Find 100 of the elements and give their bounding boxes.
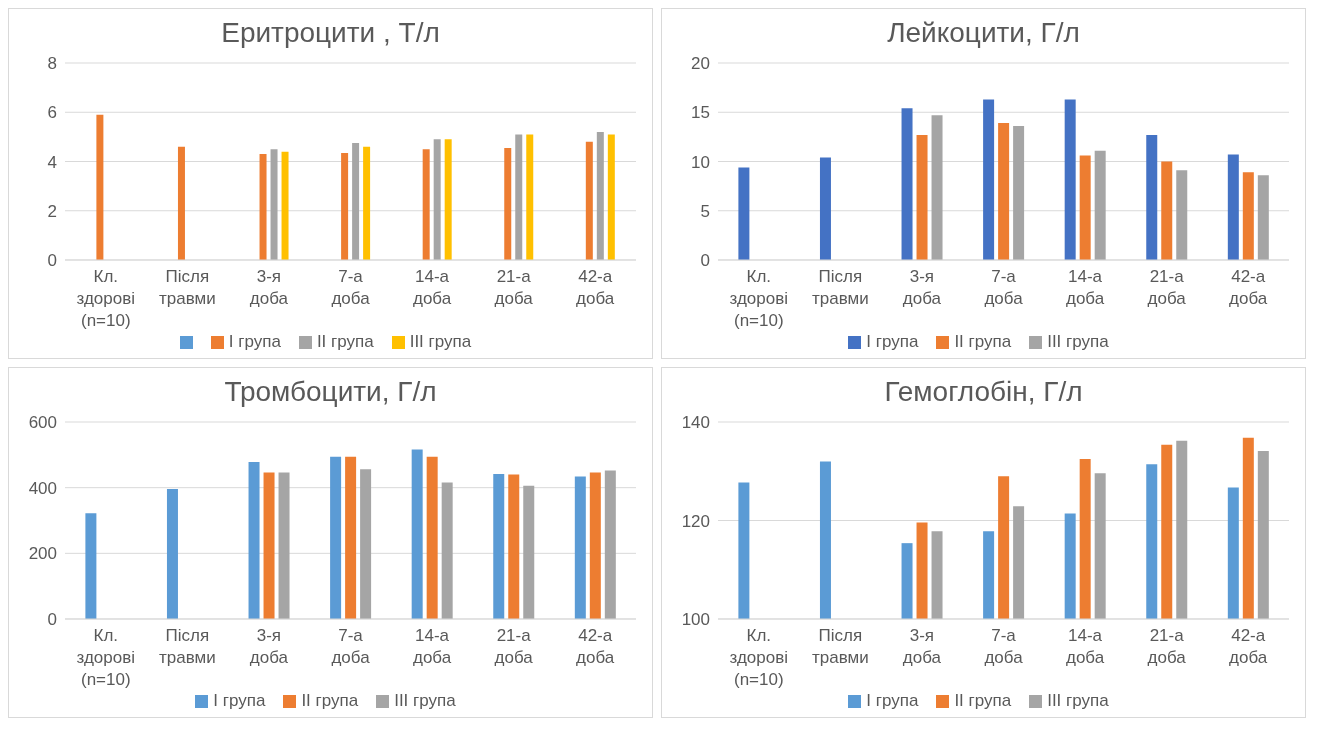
bar	[585, 141, 593, 260]
legend-label: II група	[316, 332, 374, 352]
x-tick-label: 42-а доба	[1229, 267, 1268, 308]
bar	[1161, 161, 1173, 260]
bar	[345, 456, 357, 619]
bar	[85, 513, 97, 619]
y-tick-label: 6	[47, 103, 57, 123]
y-tick-label: 120	[681, 511, 710, 531]
y-tick-label: 5	[700, 201, 710, 221]
x-tick-label: Кл. здорові (n=10)	[76, 267, 136, 330]
bar	[738, 167, 750, 260]
bar	[523, 485, 535, 619]
x-tick-label: 42-а доба	[1229, 626, 1268, 667]
x-tick-label: 21-а доба	[494, 267, 534, 308]
bar	[998, 123, 1010, 260]
bar	[177, 146, 185, 260]
x-tick-label: 3-я доба	[249, 267, 289, 308]
legend-label: I група	[228, 332, 281, 352]
bar	[422, 149, 430, 260]
bar	[931, 115, 943, 260]
x-tick-label: Після травми	[158, 267, 216, 308]
chart-title: Тромбоцити, Г/л	[223, 375, 438, 409]
bar	[508, 474, 520, 619]
x-tick-label: Кл. здорові (n=10)	[76, 626, 136, 689]
y-tick-label: 2	[47, 201, 57, 221]
y-tick-label: 100	[681, 610, 710, 630]
x-tick-label: Після травми	[811, 626, 869, 667]
bar	[363, 146, 371, 260]
y-tick-label: 15	[691, 103, 710, 123]
bar	[166, 488, 178, 619]
legend-label: II група	[301, 691, 359, 711]
legend-label: III група	[409, 332, 472, 352]
bar	[493, 473, 505, 619]
y-tick-label: 4	[47, 152, 57, 172]
x-tick-label: 14-а доба	[1065, 267, 1105, 308]
bar	[604, 470, 616, 619]
legend-label: II група	[954, 332, 1012, 352]
legend-label: I група	[866, 332, 919, 352]
bar	[278, 472, 290, 619]
y-tick-label: 0	[47, 610, 57, 630]
bar	[607, 134, 615, 260]
y-tick-label: 600	[28, 413, 57, 433]
bar	[1064, 99, 1076, 260]
x-tick-label: 14-а доба	[1065, 626, 1105, 667]
bar	[819, 157, 831, 260]
y-tick-label: 10	[691, 152, 710, 172]
bar	[352, 143, 360, 260]
chart-title: Лейкоцити, Г/л	[886, 16, 1081, 50]
x-tick-label: 21-а доба	[494, 626, 534, 667]
bar	[1227, 154, 1239, 260]
x-tick-label: 21-а доба	[1147, 267, 1187, 308]
legend-label: III група	[394, 691, 456, 711]
bar	[574, 476, 586, 619]
bar	[263, 472, 275, 619]
x-tick-label: 42-а доба	[576, 267, 615, 308]
bar	[411, 449, 423, 619]
chart-title: Гемоглобін, Г/л	[883, 375, 1084, 409]
bar	[341, 152, 349, 260]
x-tick-label: 14-а доба	[412, 626, 452, 667]
bar	[901, 108, 913, 260]
x-tick-label: Після травми	[811, 267, 869, 308]
chart-title: Еритроцити , Т/л	[220, 16, 441, 50]
x-tick-label: 3-я доба	[902, 267, 942, 308]
x-tick-label: 7-а доба	[331, 626, 371, 667]
bar	[589, 472, 601, 619]
bar	[526, 134, 534, 260]
bar	[426, 456, 438, 619]
bar	[1094, 150, 1106, 260]
x-tick-label: 42-а доба	[576, 626, 615, 667]
bar	[281, 151, 289, 260]
bar	[433, 139, 441, 260]
x-tick-label: Кл. здорові (n=10)	[729, 626, 789, 689]
y-tick-label: 200	[28, 544, 57, 564]
legend-label: I група	[213, 691, 266, 711]
bar	[270, 149, 278, 260]
bar	[330, 456, 342, 619]
bar	[504, 147, 512, 260]
x-tick-label: 7-а доба	[984, 626, 1024, 667]
bar	[259, 154, 267, 260]
x-tick-label: 7-а доба	[984, 267, 1024, 308]
bar	[444, 139, 452, 260]
legend-label: I група	[866, 691, 919, 711]
legend-label: III група	[1047, 691, 1109, 711]
bar	[1242, 172, 1254, 260]
y-tick-label: 20	[691, 54, 710, 74]
y-tick-label: 8	[47, 54, 57, 74]
bar	[1079, 155, 1091, 260]
x-tick-label: 3-я доба	[902, 626, 942, 667]
bar	[983, 99, 995, 260]
x-tick-label: 14-а доба	[412, 267, 452, 308]
legend-label: II група	[954, 691, 1012, 711]
x-tick-label: 7-а доба	[331, 267, 371, 308]
y-tick-label: 140	[681, 413, 710, 433]
bar	[441, 482, 453, 619]
bar	[1257, 175, 1269, 260]
bar	[916, 134, 928, 260]
bar	[596, 131, 604, 260]
x-tick-label: 3-я доба	[249, 626, 289, 667]
x-tick-label: Кл. здорові (n=10)	[729, 267, 789, 330]
x-tick-label: Після травми	[158, 626, 216, 667]
